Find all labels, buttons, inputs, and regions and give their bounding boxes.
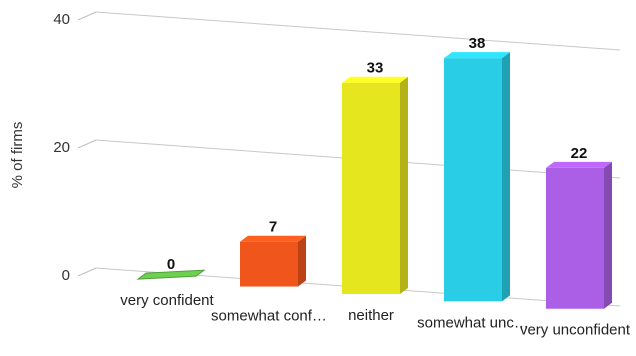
bar-side xyxy=(604,161,612,309)
y-tick-label: 40 xyxy=(53,11,70,28)
bar: 7 xyxy=(240,219,306,287)
bar: 33 xyxy=(342,60,408,294)
bar-front xyxy=(546,167,604,309)
bar: 0 xyxy=(136,256,206,280)
bar-top xyxy=(342,76,408,83)
x-tick-label: somewhat conf… xyxy=(211,308,327,325)
bar-side xyxy=(400,76,408,294)
y-axis: 0 20 40 xyxy=(53,11,70,284)
data-label: 38 xyxy=(469,35,486,52)
bar-front xyxy=(240,241,298,287)
bar: 22 xyxy=(546,145,612,309)
data-label: 0 xyxy=(167,256,175,273)
bar: 38 xyxy=(444,35,510,302)
bars: 0 7 33 38 22 xyxy=(136,35,612,309)
data-label: 7 xyxy=(269,219,277,236)
bar-top xyxy=(444,52,510,59)
bar-side xyxy=(298,235,306,287)
y-axis-label: % of firms xyxy=(9,122,26,189)
bar-top xyxy=(546,161,612,168)
y-tick-label: 20 xyxy=(53,139,70,156)
grid-line-stub xyxy=(77,11,97,21)
bar-top xyxy=(240,235,306,242)
x-tick-label: neither xyxy=(348,307,394,324)
bar-front xyxy=(444,58,502,302)
bar-top xyxy=(136,269,206,280)
bar-front xyxy=(342,82,400,294)
x-tick-label: very confident xyxy=(120,292,214,309)
grid-line-stub xyxy=(77,139,97,149)
bar-side xyxy=(502,52,510,302)
x-tick-label: very unconfident xyxy=(520,322,631,339)
data-label: 22 xyxy=(571,145,588,162)
data-label: 33 xyxy=(367,60,384,77)
grid-line xyxy=(95,11,621,51)
grid-line-stub xyxy=(77,267,97,277)
y-tick-label: 0 xyxy=(62,267,70,284)
x-tick-label: somewhat unc… xyxy=(417,314,529,331)
